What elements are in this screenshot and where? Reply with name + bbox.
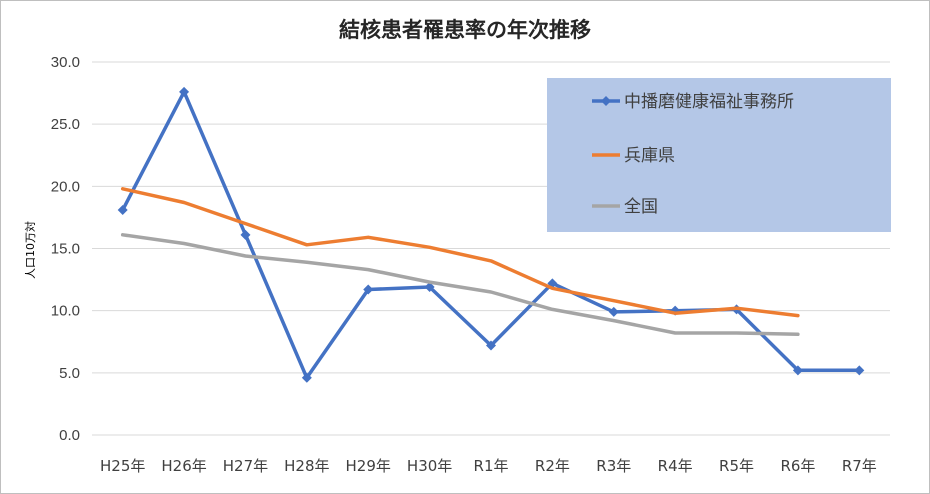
y-tick-label: 25.0 bbox=[51, 116, 80, 133]
x-tick-label: H26年 bbox=[161, 457, 206, 475]
x-tick-label: H28年 bbox=[284, 457, 329, 475]
data-point bbox=[363, 284, 374, 295]
y-tick-label: 5.0 bbox=[59, 365, 80, 382]
data-point bbox=[179, 86, 190, 97]
y-tick-label: 30.0 bbox=[51, 54, 80, 71]
y-tick-label: 20.0 bbox=[51, 178, 80, 195]
data-point bbox=[424, 282, 435, 293]
x-tick-label: R3年 bbox=[596, 457, 631, 475]
legend-marker bbox=[601, 96, 611, 106]
x-tick-label: H29年 bbox=[346, 457, 391, 475]
y-tick-label: 0.0 bbox=[59, 427, 80, 444]
chart-title: 結核患者罹患率の年次推移 bbox=[339, 18, 591, 42]
x-tick-label: R1年 bbox=[474, 457, 509, 475]
y-axis-ticks: 0.0 5.0 10.0 15.0 20.0 25.0 30.0 bbox=[51, 54, 80, 444]
series-line bbox=[120, 233, 800, 337]
data-point bbox=[792, 365, 803, 376]
data-point bbox=[608, 306, 619, 317]
legend-label: 兵庫県 bbox=[624, 146, 675, 166]
data-point bbox=[486, 340, 496, 351]
x-tick-label: R7年 bbox=[842, 457, 877, 475]
x-tick-label: R5年 bbox=[719, 457, 754, 475]
data-point bbox=[854, 365, 865, 376]
series-line bbox=[120, 187, 800, 318]
x-tick-label: H27年 bbox=[223, 457, 268, 475]
legend-label: 中播磨健康福祉事務所 bbox=[624, 92, 794, 112]
data-point bbox=[301, 372, 312, 383]
x-axis-ticks: H25年 H26年 H27年 H28年 H29年 H30年 R1年 R2年 R3年 R4年 R5年 R… bbox=[100, 457, 877, 475]
x-tick-label: R4年 bbox=[658, 457, 693, 475]
series-layer bbox=[117, 86, 865, 383]
data-point bbox=[240, 229, 251, 240]
x-tick-label: R6年 bbox=[780, 457, 815, 475]
data-point bbox=[117, 204, 128, 215]
x-tick-label: R2年 bbox=[535, 457, 570, 475]
y-tick-label: 10.0 bbox=[51, 303, 80, 320]
y-axis-title: 人口10万対 bbox=[23, 221, 37, 279]
y-tick-label: 15.0 bbox=[51, 241, 80, 258]
x-tick-label: H30年 bbox=[407, 457, 452, 475]
legend-label: 全国 bbox=[624, 197, 658, 217]
x-tick-label: H25年 bbox=[100, 457, 145, 475]
